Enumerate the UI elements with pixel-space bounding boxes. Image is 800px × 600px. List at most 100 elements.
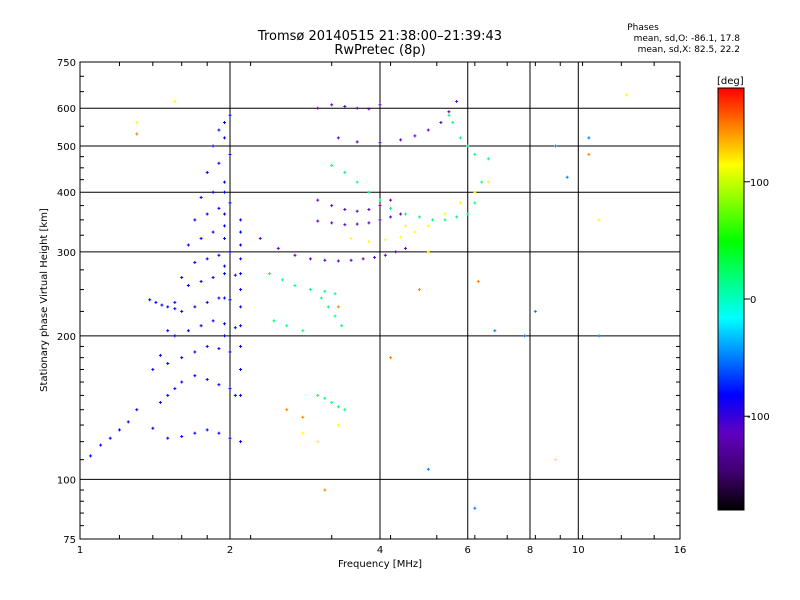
data-point xyxy=(466,144,470,148)
data-point xyxy=(223,264,227,268)
data-point xyxy=(389,198,393,202)
data-point xyxy=(355,106,359,110)
data-point xyxy=(223,136,227,140)
y-tick-label: 100 xyxy=(57,475,76,486)
data-point xyxy=(166,436,170,440)
data-point xyxy=(193,260,197,264)
x-tick-label: 6 xyxy=(465,545,471,556)
data-point xyxy=(389,206,393,210)
data-point xyxy=(217,347,221,351)
data-point xyxy=(180,276,184,280)
data-point xyxy=(343,408,347,412)
data-point xyxy=(355,222,359,226)
data-point xyxy=(403,212,407,216)
data-point xyxy=(199,324,203,328)
colorbar xyxy=(717,87,745,511)
data-point xyxy=(349,258,353,262)
colorbar-tick-label: 0 xyxy=(750,295,756,306)
data-point xyxy=(378,204,382,208)
data-point xyxy=(228,350,232,354)
data-point xyxy=(166,393,170,397)
data-point xyxy=(173,300,177,304)
data-point xyxy=(330,103,334,107)
data-point xyxy=(223,272,227,276)
data-point xyxy=(223,296,227,300)
data-point xyxy=(343,223,347,227)
data-point xyxy=(217,383,221,387)
data-point xyxy=(217,296,221,300)
data-point xyxy=(272,319,276,323)
data-point xyxy=(233,273,237,277)
data-point xyxy=(399,138,403,142)
data-point xyxy=(336,136,340,140)
data-point xyxy=(389,215,393,219)
data-point xyxy=(293,253,297,257)
data-point xyxy=(211,276,215,280)
data-point xyxy=(355,209,359,213)
data-point xyxy=(378,103,382,107)
data-point xyxy=(455,215,459,219)
x-tick-label: 10 xyxy=(572,545,585,556)
data-point xyxy=(228,113,232,117)
data-point xyxy=(239,440,243,444)
data-point xyxy=(160,303,164,307)
data-point xyxy=(333,292,337,296)
data-point xyxy=(135,121,139,125)
data-point xyxy=(587,136,591,140)
data-point xyxy=(293,283,297,287)
data-point xyxy=(587,152,591,156)
data-point xyxy=(239,257,243,261)
data-point xyxy=(355,180,359,184)
data-point xyxy=(473,190,477,194)
data-point xyxy=(239,288,243,292)
data-point xyxy=(228,387,232,391)
data-point xyxy=(239,344,243,348)
data-point xyxy=(166,305,170,309)
data-point xyxy=(597,218,601,222)
data-point xyxy=(239,272,243,276)
data-point xyxy=(233,326,237,330)
data-point xyxy=(565,175,569,179)
grid-lines xyxy=(80,62,680,539)
data-point xyxy=(223,180,227,184)
data-point xyxy=(447,110,451,114)
data-point xyxy=(378,218,382,222)
data-point xyxy=(180,435,184,439)
data-point xyxy=(205,428,209,432)
data-point xyxy=(180,356,184,360)
x-tick-label: 1 xyxy=(77,545,83,556)
data-point xyxy=(205,344,209,348)
data-point xyxy=(301,415,305,419)
data-point xyxy=(228,250,232,254)
y-tick-label: 300 xyxy=(57,248,76,259)
data-point xyxy=(217,161,221,165)
y-tick-labels: 75 100 200 300 400 500 600 750 xyxy=(57,58,76,546)
data-point xyxy=(205,300,209,304)
data-point xyxy=(211,230,215,234)
data-point xyxy=(223,322,227,326)
data-point xyxy=(466,212,470,216)
data-point xyxy=(217,253,221,257)
data-point xyxy=(316,198,320,202)
data-point xyxy=(186,283,190,287)
data-point xyxy=(476,279,480,283)
data-point xyxy=(367,207,371,211)
colorbar-unit: [deg] xyxy=(717,76,744,87)
data-point xyxy=(108,436,112,440)
data-point xyxy=(426,467,430,471)
data-point xyxy=(373,255,377,259)
data-point xyxy=(417,215,421,219)
data-point xyxy=(336,259,340,263)
data-point xyxy=(403,246,407,250)
data-point xyxy=(158,353,162,357)
data-point xyxy=(186,329,190,333)
data-point xyxy=(285,324,289,328)
data-point xyxy=(458,201,462,205)
plot-frame xyxy=(79,61,681,540)
phases-note-title: Phases xyxy=(627,23,659,33)
data-point xyxy=(597,334,601,338)
data-point xyxy=(223,121,227,125)
data-point xyxy=(480,180,484,184)
colorbar-tick-label: 100 xyxy=(750,178,769,189)
data-point xyxy=(403,224,407,228)
